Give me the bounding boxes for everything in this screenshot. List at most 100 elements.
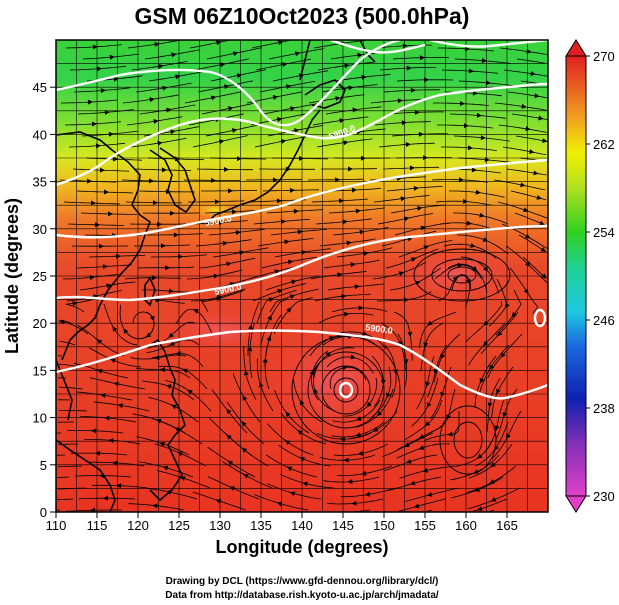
streamline-arrow <box>289 187 295 193</box>
streamline-arrow <box>299 73 305 79</box>
streamline-arrow <box>91 121 97 127</box>
streamline-arrow <box>497 330 503 337</box>
streamline-arrow <box>96 66 102 72</box>
x-tick-label: 115 <box>87 518 108 533</box>
streamline-arrow <box>468 68 474 74</box>
streamline-arrow <box>286 466 293 472</box>
streamline-arrow <box>232 51 239 57</box>
streamline-arrow <box>403 359 409 365</box>
streamline-arrow <box>90 200 96 206</box>
streamline-arrow <box>447 431 453 437</box>
streamline-arrow <box>157 140 163 146</box>
streamline <box>514 212 545 226</box>
streamline-arrow <box>538 115 544 121</box>
colorbar-tick-label: 270 <box>593 49 615 64</box>
streamline-arrow <box>165 189 171 195</box>
streamline-arrow <box>226 261 232 267</box>
streamline-arrow <box>423 77 429 83</box>
streamline-arrow <box>173 232 179 238</box>
streamline-arrow <box>180 476 186 481</box>
streamline-arrow <box>123 328 129 334</box>
streamline-arrow <box>472 90 478 96</box>
streamline-arrow <box>157 221 162 227</box>
streamline-arrow <box>103 495 109 501</box>
coastline-borneo <box>56 439 116 512</box>
streamline-arrow <box>280 219 286 225</box>
x-tick-label: 125 <box>168 518 190 533</box>
streamline-arrow <box>418 445 425 450</box>
streamline-arrow <box>481 58 487 64</box>
streamline-arrow <box>462 198 468 204</box>
streamline-arrow <box>413 185 419 191</box>
streamline-arrow <box>299 399 305 406</box>
colorbar-body <box>565 55 587 497</box>
contour-closed-east <box>533 308 547 328</box>
streamline-arrow <box>145 332 152 338</box>
streamline-arrow <box>223 84 230 90</box>
colorbar-ticks: 230 238 246 254 262 270 <box>586 49 615 504</box>
streamline-arrow <box>299 456 305 462</box>
streamline-arrow <box>313 388 319 394</box>
streamline <box>56 476 70 478</box>
streamline-arrow <box>175 74 181 80</box>
streamline-arrow <box>149 315 155 322</box>
colorbar-bottom-triangle <box>565 495 587 513</box>
streamline-arrow <box>337 272 343 278</box>
streamline-arrow <box>339 436 345 442</box>
streamline-arrow <box>112 460 118 466</box>
streamline-arrow <box>96 339 103 345</box>
contour-label-3: 5900.0 <box>204 213 233 228</box>
streamline-arrow <box>235 230 241 236</box>
streamline-arrow <box>525 261 531 267</box>
streamline-arrow <box>348 85 354 91</box>
streamline-arrow <box>162 465 169 471</box>
streamline <box>59 340 76 346</box>
streamline-arrow <box>218 139 225 145</box>
streamline-arrow <box>422 467 428 473</box>
streamline-arrow <box>113 381 120 387</box>
streamline-arrow <box>364 491 371 497</box>
streamline <box>57 465 83 468</box>
streamline-arrow <box>158 63 164 69</box>
streamline-arrow <box>187 389 193 395</box>
streamline-arrow <box>168 332 174 338</box>
streamline-arrow <box>286 84 292 90</box>
streamline-arrow <box>152 503 158 509</box>
streamline-arrow <box>272 95 279 100</box>
x-tick-label: 145 <box>332 518 354 533</box>
streamline-arrow <box>277 288 283 294</box>
streamline-arrow <box>534 93 540 99</box>
streamline-arrow <box>361 470 367 476</box>
streamline-arrow <box>92 44 98 50</box>
chart-title: GSM 06Z10Oct2023 (500.0hPa) <box>135 3 470 29</box>
streamline-arrow <box>356 416 362 421</box>
streamline-arrow <box>410 87 416 93</box>
streamline-arrow <box>366 401 372 408</box>
streamline-arrow <box>219 62 226 68</box>
y-tick-label: 10 <box>33 411 47 426</box>
streamline-arrow <box>484 157 490 163</box>
streamline-arrow <box>363 251 369 257</box>
streamline-arrow <box>490 497 497 502</box>
streamline-arrow <box>541 273 547 279</box>
streamline-arrow <box>115 253 121 259</box>
streamline-arrow <box>357 52 363 58</box>
streamline-arrow <box>426 402 432 408</box>
streamline-arrow <box>104 109 110 115</box>
colorbar-tick-label: 246 <box>593 313 615 328</box>
streamline-arrow <box>276 198 282 204</box>
streamline <box>428 509 433 512</box>
streamline <box>497 201 548 219</box>
streamline-arrow <box>226 408 232 415</box>
streamline-arrow <box>215 296 222 302</box>
streamline-arrow <box>223 166 229 172</box>
y-tick-label: 35 <box>33 175 47 190</box>
streamline-arrow <box>267 315 272 321</box>
streamline-arrow <box>103 189 109 195</box>
streamline-arrow <box>174 156 180 162</box>
contour-north-top <box>429 40 548 48</box>
streamline-arrow <box>151 275 157 281</box>
streamline-arrow <box>95 450 101 456</box>
colorbar-tick-label: 238 <box>593 401 615 416</box>
